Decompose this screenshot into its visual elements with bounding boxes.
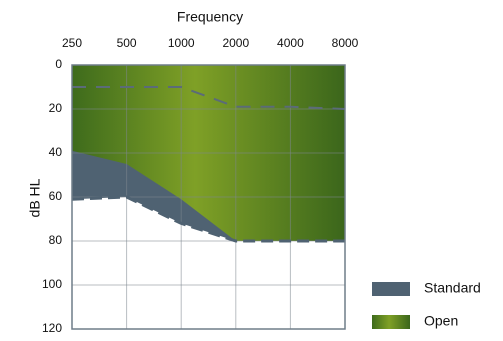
legend-label: Open (424, 313, 458, 329)
x-tick-label: 4000 (277, 36, 304, 50)
y-tick-label: 100 (42, 277, 62, 291)
legend-label: Standard (424, 280, 481, 296)
x-tick-label: 1000 (168, 36, 195, 50)
y-axis-label: dB HL (27, 178, 43, 217)
legend-swatch (372, 315, 410, 329)
y-tick-label: 60 (49, 189, 63, 203)
y-tick-label: 40 (49, 145, 63, 159)
x-tick-label: 250 (62, 36, 82, 50)
plot-frame (71, 64, 346, 330)
standard-edge (71, 195, 345, 243)
y-tick-label: 120 (42, 321, 62, 335)
legend-swatch (372, 282, 410, 296)
y-tick-label: 80 (49, 233, 63, 247)
y-tick-label: 0 (55, 57, 62, 71)
x-axis-label: Frequency (177, 9, 243, 25)
x-tick-label: 8000 (332, 36, 359, 50)
x-tick-label: 500 (117, 36, 137, 50)
y-tick-label: 20 (49, 101, 63, 115)
x-tick-label: 2000 (222, 36, 249, 50)
